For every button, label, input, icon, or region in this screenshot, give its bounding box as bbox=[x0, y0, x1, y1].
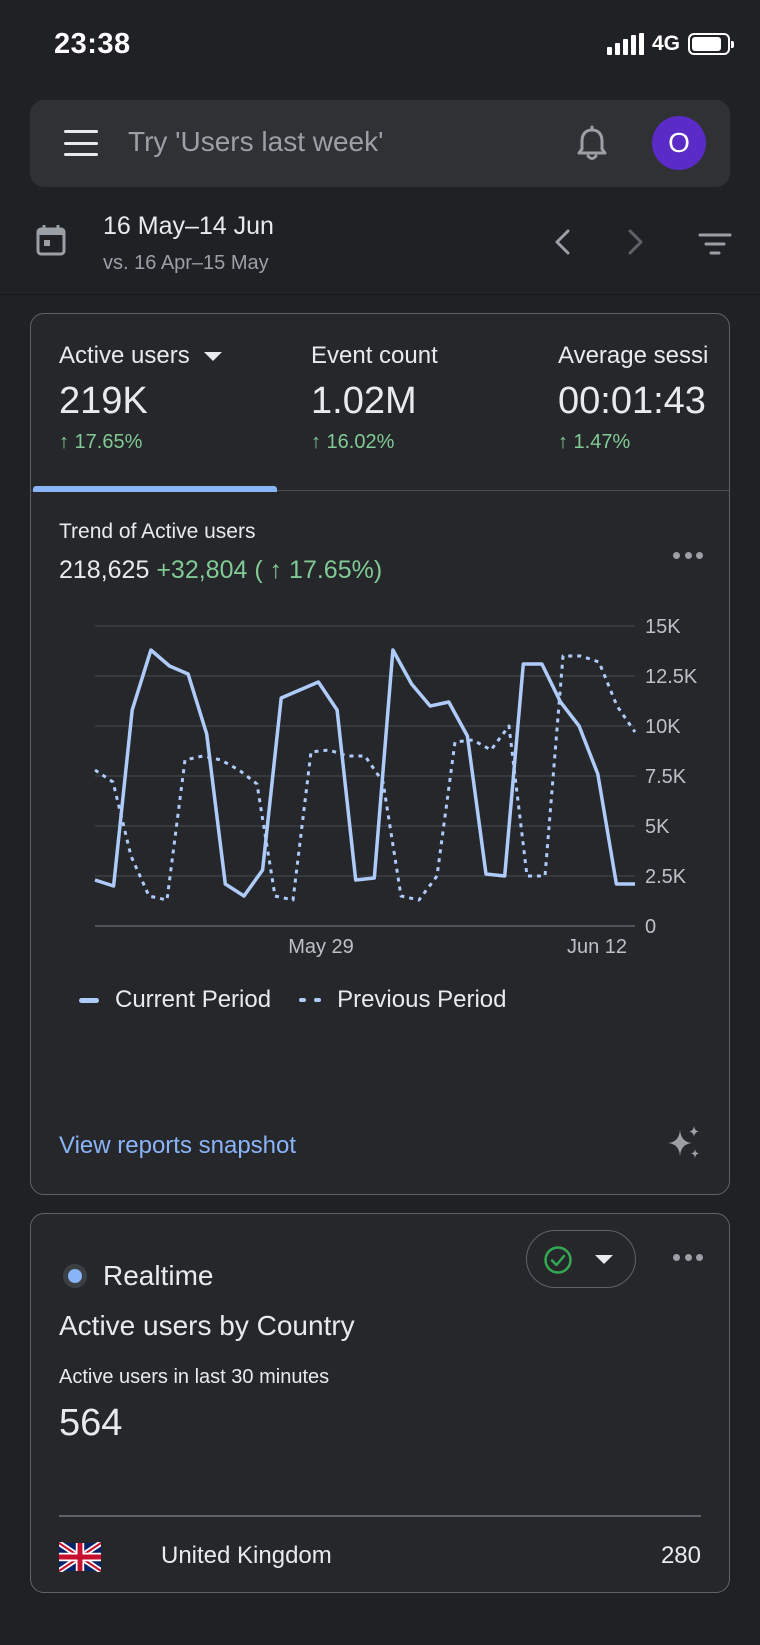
metric-change: ↑ 17.65% bbox=[59, 431, 143, 453]
y-tick-label: 2.5K bbox=[645, 866, 687, 888]
date-range-row: 16 May–14 Jun vs. 16 Apr–15 May bbox=[0, 200, 760, 295]
trend-title: Trend of Active users bbox=[59, 520, 256, 543]
chevron-right-icon[interactable] bbox=[624, 228, 648, 256]
country-value: 280 bbox=[660, 1542, 701, 1569]
calendar-icon[interactable] bbox=[36, 224, 66, 256]
trend-total: 218,625 bbox=[59, 556, 150, 584]
avatar[interactable]: O bbox=[652, 116, 706, 170]
metric-tab-event-count[interactable]: Event count 1.02M ↑ 16.02% bbox=[311, 342, 438, 454]
y-tick-label: 0 bbox=[645, 916, 656, 938]
filter-icon[interactable] bbox=[698, 232, 732, 256]
current-period-line bbox=[94, 648, 635, 898]
overview-card: Active users 219K ↑ 17.65% Event count 1… bbox=[30, 313, 730, 1195]
x-tick-label: Jun 12 bbox=[567, 936, 627, 958]
trend-chart: 15K 12.5K 10K 7.5K 5K 2.5K 0 May 29 Jun 12 bbox=[94, 616, 698, 958]
trend-value: 218,625 +32,804 ( ↑ 17.65%) bbox=[59, 556, 382, 585]
country-name: United Kingdom bbox=[161, 1542, 332, 1569]
realtime-label: Realtime bbox=[103, 1260, 214, 1291]
metric-label: Event count bbox=[311, 342, 438, 369]
comparison-range: vs. 16 Apr–15 May bbox=[103, 252, 269, 274]
metric-label: Active users bbox=[59, 342, 190, 369]
status-time: 23:38 bbox=[54, 28, 131, 60]
caret-down-icon[interactable] bbox=[203, 351, 222, 361]
search-input[interactable]: Try 'Users last week' bbox=[128, 126, 384, 157]
divider bbox=[59, 1515, 701, 1517]
realtime-subtitle: Active users in last 30 minutes bbox=[59, 1366, 330, 1388]
network-type: 4G bbox=[651, 32, 680, 55]
x-tick-label: May 29 bbox=[288, 936, 354, 958]
y-tick-label: 12.5K bbox=[645, 666, 698, 688]
y-tick-label: 10K bbox=[645, 716, 681, 738]
realtime-filter-toggle[interactable] bbox=[526, 1230, 636, 1288]
caret-down-icon bbox=[595, 1255, 613, 1264]
more-options-icon[interactable] bbox=[673, 552, 703, 560]
metric-tab-average-session[interactable]: Average sessi 00:01:43 ↑ 1.47% bbox=[558, 342, 708, 454]
trend-delta: +32,804 ( ↑ 17.65%) bbox=[156, 556, 383, 584]
legend-dashed-swatch bbox=[299, 998, 322, 1002]
status-bar: 23:38 4G bbox=[0, 0, 760, 92]
search-bar[interactable]: Try 'Users last week' O bbox=[30, 100, 730, 187]
bell-icon[interactable] bbox=[570, 122, 614, 166]
y-tick-label: 5K bbox=[645, 816, 670, 838]
check-circle-icon bbox=[544, 1246, 572, 1274]
metric-change: ↑ 16.02% bbox=[311, 431, 395, 453]
sparkle-icon[interactable] bbox=[665, 1124, 703, 1162]
legend-previous: Previous Period bbox=[337, 986, 507, 1013]
realtime-title: Active users by Country bbox=[59, 1310, 355, 1341]
date-range[interactable]: 16 May–14 Jun bbox=[103, 212, 274, 240]
metric-change: ↑ 1.47% bbox=[558, 431, 631, 453]
status-indicators: 4G bbox=[606, 32, 734, 56]
metric-value: 1.02M bbox=[311, 380, 417, 422]
country-row[interactable]: United Kingdom 280 bbox=[59, 1538, 701, 1578]
chart-legend: Current Period Previous Period bbox=[79, 986, 507, 1014]
realtime-value: 564 bbox=[59, 1402, 123, 1444]
signal-icon bbox=[606, 33, 644, 55]
metric-label: Average sessi bbox=[558, 342, 709, 369]
chevron-left-icon[interactable] bbox=[550, 228, 574, 256]
metric-tab-active-users[interactable]: Active users 219K ↑ 17.65% bbox=[59, 342, 222, 454]
more-options-icon[interactable] bbox=[673, 1254, 703, 1262]
metric-tabs: Active users 219K ↑ 17.65% Event count 1… bbox=[31, 314, 729, 492]
realtime-dot-icon bbox=[63, 1264, 87, 1288]
y-tick-label: 15K bbox=[645, 616, 681, 638]
metric-value: 00:01:43 bbox=[558, 380, 706, 422]
uk-flag-icon bbox=[59, 1542, 101, 1572]
legend-solid-swatch bbox=[79, 997, 99, 1003]
active-tab-indicator bbox=[33, 486, 277, 492]
y-tick-label: 7.5K bbox=[645, 766, 687, 788]
metric-value: 219K bbox=[59, 380, 148, 422]
battery-icon bbox=[688, 33, 734, 55]
view-reports-link[interactable]: View reports snapshot bbox=[59, 1132, 297, 1159]
realtime-card: Realtime Active users by Country Active … bbox=[30, 1213, 730, 1593]
menu-icon[interactable] bbox=[64, 130, 98, 156]
legend-current: Current Period bbox=[115, 986, 272, 1013]
